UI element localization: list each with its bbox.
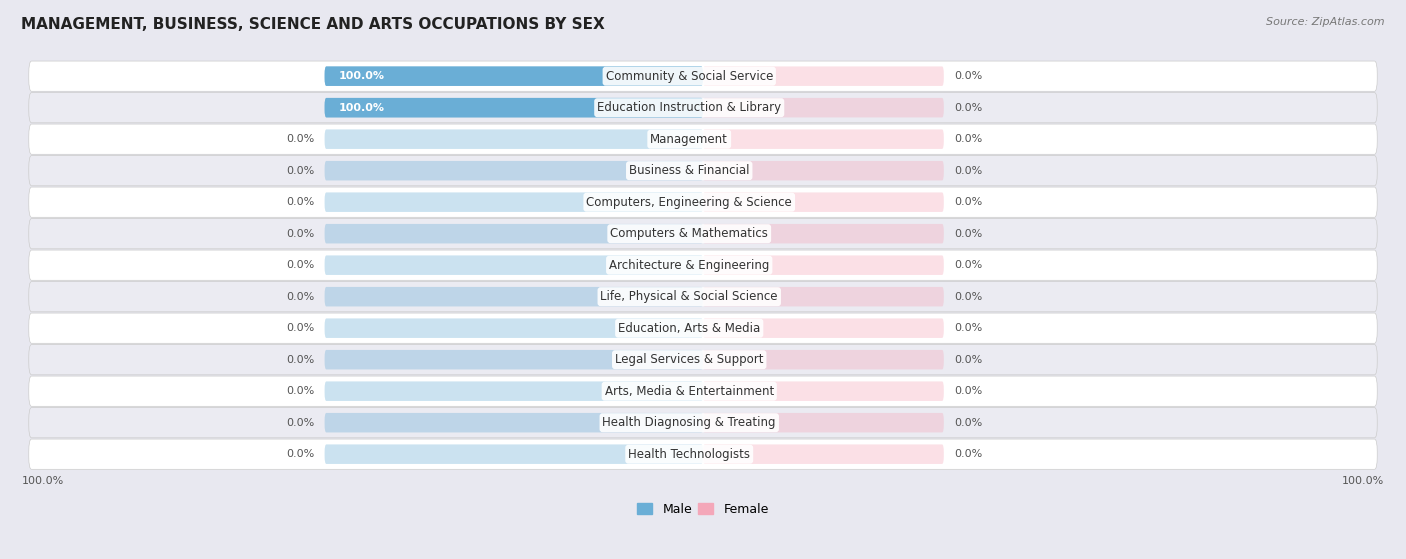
FancyBboxPatch shape xyxy=(28,408,1378,438)
Text: Arts, Media & Entertainment: Arts, Media & Entertainment xyxy=(605,385,773,397)
Text: 0.0%: 0.0% xyxy=(285,260,315,270)
Text: 0.0%: 0.0% xyxy=(285,418,315,428)
Text: 0.0%: 0.0% xyxy=(285,134,315,144)
Text: Business & Financial: Business & Financial xyxy=(628,164,749,177)
Text: 0.0%: 0.0% xyxy=(285,165,315,176)
Legend: Male, Female: Male, Female xyxy=(633,498,773,520)
FancyBboxPatch shape xyxy=(703,319,943,338)
Text: 0.0%: 0.0% xyxy=(285,292,315,302)
FancyBboxPatch shape xyxy=(703,67,943,86)
FancyBboxPatch shape xyxy=(325,444,703,464)
FancyBboxPatch shape xyxy=(703,161,943,181)
FancyBboxPatch shape xyxy=(325,98,703,117)
FancyBboxPatch shape xyxy=(703,192,943,212)
FancyBboxPatch shape xyxy=(325,319,703,338)
Text: 0.0%: 0.0% xyxy=(955,449,983,459)
FancyBboxPatch shape xyxy=(28,439,1378,470)
FancyBboxPatch shape xyxy=(28,313,1378,343)
Text: 0.0%: 0.0% xyxy=(955,134,983,144)
Text: 0.0%: 0.0% xyxy=(955,418,983,428)
FancyBboxPatch shape xyxy=(28,282,1378,312)
Text: Health Diagnosing & Treating: Health Diagnosing & Treating xyxy=(603,416,776,429)
Text: 0.0%: 0.0% xyxy=(955,323,983,333)
Text: MANAGEMENT, BUSINESS, SCIENCE AND ARTS OCCUPATIONS BY SEX: MANAGEMENT, BUSINESS, SCIENCE AND ARTS O… xyxy=(21,17,605,32)
Text: Management: Management xyxy=(651,132,728,146)
Text: 100.0%: 100.0% xyxy=(339,71,384,81)
FancyBboxPatch shape xyxy=(703,413,943,433)
FancyBboxPatch shape xyxy=(325,192,703,212)
FancyBboxPatch shape xyxy=(28,219,1378,249)
FancyBboxPatch shape xyxy=(325,98,703,117)
Text: 0.0%: 0.0% xyxy=(955,197,983,207)
Text: Education, Arts & Media: Education, Arts & Media xyxy=(619,321,761,335)
Text: 100.0%: 100.0% xyxy=(1341,476,1384,486)
Text: Legal Services & Support: Legal Services & Support xyxy=(614,353,763,366)
Text: 0.0%: 0.0% xyxy=(955,103,983,113)
Text: Source: ZipAtlas.com: Source: ZipAtlas.com xyxy=(1267,17,1385,27)
FancyBboxPatch shape xyxy=(325,287,703,306)
Text: 0.0%: 0.0% xyxy=(285,323,315,333)
Text: 0.0%: 0.0% xyxy=(955,386,983,396)
Text: 0.0%: 0.0% xyxy=(955,355,983,364)
Text: 0.0%: 0.0% xyxy=(285,449,315,459)
FancyBboxPatch shape xyxy=(325,161,703,181)
FancyBboxPatch shape xyxy=(28,61,1378,91)
FancyBboxPatch shape xyxy=(325,350,703,369)
Text: Computers & Mathematics: Computers & Mathematics xyxy=(610,227,768,240)
FancyBboxPatch shape xyxy=(325,381,703,401)
FancyBboxPatch shape xyxy=(325,130,703,149)
FancyBboxPatch shape xyxy=(325,224,703,244)
FancyBboxPatch shape xyxy=(703,98,943,117)
Text: Architecture & Engineering: Architecture & Engineering xyxy=(609,259,769,272)
FancyBboxPatch shape xyxy=(703,350,943,369)
Text: 0.0%: 0.0% xyxy=(955,260,983,270)
Text: 0.0%: 0.0% xyxy=(285,386,315,396)
FancyBboxPatch shape xyxy=(325,67,703,86)
Text: 0.0%: 0.0% xyxy=(285,197,315,207)
FancyBboxPatch shape xyxy=(28,187,1378,217)
FancyBboxPatch shape xyxy=(703,130,943,149)
FancyBboxPatch shape xyxy=(28,344,1378,375)
FancyBboxPatch shape xyxy=(703,444,943,464)
FancyBboxPatch shape xyxy=(28,93,1378,123)
Text: Computers, Engineering & Science: Computers, Engineering & Science xyxy=(586,196,792,209)
Text: 0.0%: 0.0% xyxy=(955,292,983,302)
Text: 0.0%: 0.0% xyxy=(955,229,983,239)
FancyBboxPatch shape xyxy=(28,250,1378,280)
Text: Education Instruction & Library: Education Instruction & Library xyxy=(598,101,782,114)
Text: 0.0%: 0.0% xyxy=(955,71,983,81)
Text: 0.0%: 0.0% xyxy=(285,229,315,239)
Text: 100.0%: 100.0% xyxy=(339,103,384,113)
FancyBboxPatch shape xyxy=(703,224,943,244)
FancyBboxPatch shape xyxy=(28,124,1378,154)
FancyBboxPatch shape xyxy=(703,255,943,275)
Text: Life, Physical & Social Science: Life, Physical & Social Science xyxy=(600,290,778,303)
FancyBboxPatch shape xyxy=(703,381,943,401)
FancyBboxPatch shape xyxy=(325,67,703,86)
FancyBboxPatch shape xyxy=(28,155,1378,186)
Text: 0.0%: 0.0% xyxy=(285,355,315,364)
FancyBboxPatch shape xyxy=(28,376,1378,406)
Text: 0.0%: 0.0% xyxy=(955,165,983,176)
FancyBboxPatch shape xyxy=(325,255,703,275)
FancyBboxPatch shape xyxy=(325,413,703,433)
Text: Community & Social Service: Community & Social Service xyxy=(606,70,773,83)
Text: 100.0%: 100.0% xyxy=(22,476,65,486)
FancyBboxPatch shape xyxy=(703,287,943,306)
Text: Health Technologists: Health Technologists xyxy=(628,448,751,461)
